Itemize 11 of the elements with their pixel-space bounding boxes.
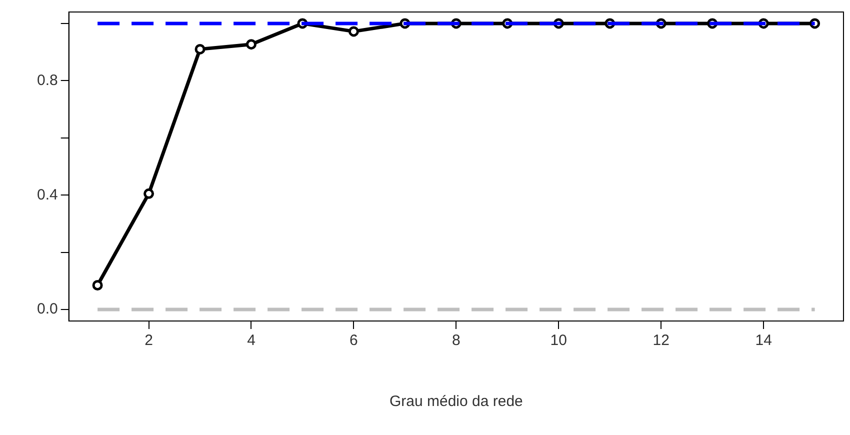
x-tick-label: 14 bbox=[755, 332, 772, 350]
x-tick-label: 10 bbox=[550, 332, 567, 350]
x-tick-label: 6 bbox=[350, 332, 358, 350]
y-tick-label: 0.0 bbox=[36, 300, 58, 318]
x-tick-label: 12 bbox=[652, 332, 670, 350]
y-tick-label: 0.4 bbox=[36, 186, 58, 204]
x-tick-label: 8 bbox=[452, 332, 460, 350]
x-axis-title: Grau médio da rede bbox=[389, 393, 523, 410]
x-tick-label: 2 bbox=[144, 332, 153, 350]
x-tick-label: 4 bbox=[247, 332, 256, 350]
y-tick-label: 0.8 bbox=[36, 72, 58, 89]
